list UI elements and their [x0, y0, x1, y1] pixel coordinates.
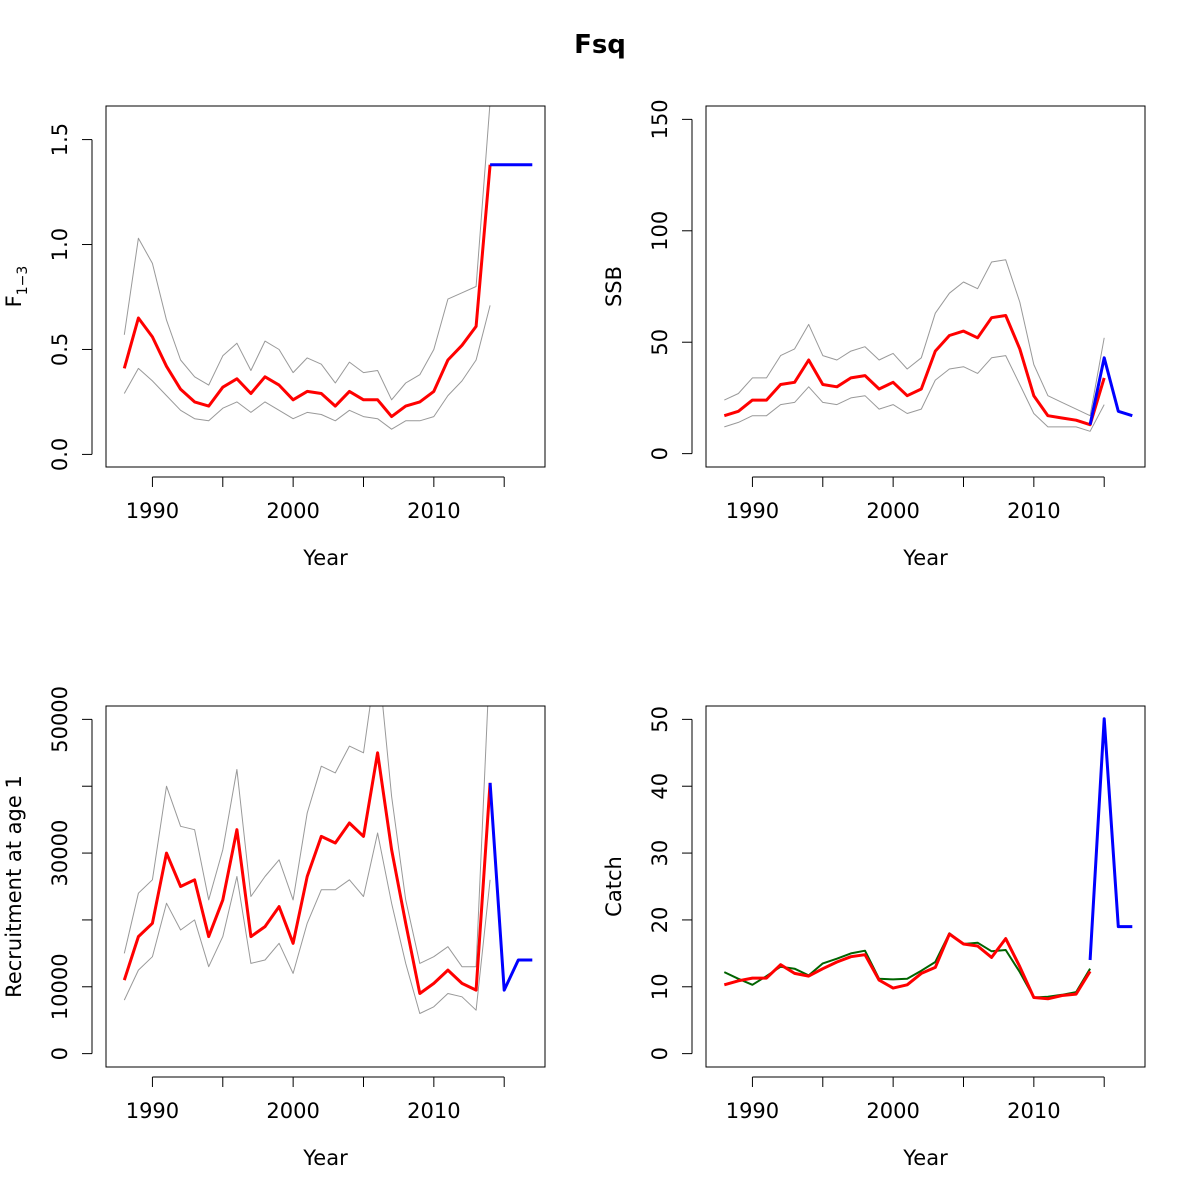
y-axis-label-subscript: 1−3 [15, 266, 31, 296]
x-tick-label: 2000 [866, 499, 919, 523]
x-tick-label: 1990 [726, 1099, 779, 1123]
y-tick-label: 0.0 [48, 438, 72, 471]
y-tick-label: 0.5 [48, 333, 72, 366]
y-tick-label: 150 [648, 99, 672, 139]
x-tick-label: 2000 [866, 1099, 919, 1123]
plot-area [723, 259, 1133, 432]
x-axis-label: Year [902, 1146, 948, 1170]
plot-frame [105, 705, 546, 1068]
y-tick-label: 50000 [48, 686, 72, 753]
y-tick-label: 30 [648, 840, 672, 867]
x-tick-label: 2010 [1007, 499, 1060, 523]
y-axis-label: SSB [602, 266, 626, 307]
plot-frame [705, 705, 1146, 1068]
x-tick-label: 1990 [126, 499, 179, 523]
y-tick-label: 30000 [48, 820, 72, 887]
series-projection-line [1088, 717, 1133, 961]
plot-frame [105, 105, 546, 468]
y-axis-label: F1−3 [2, 266, 31, 308]
y-tick-label: 10000 [48, 953, 72, 1020]
x-tick-label: 2000 [266, 499, 319, 523]
series-estimate-line [122, 751, 492, 995]
y-axis-label: Catch [602, 856, 626, 917]
plot-area [122, 706, 533, 1014]
x-tick-label: 2010 [407, 1099, 460, 1123]
x-axis-label: Year [902, 546, 948, 570]
x-tick-label: 2000 [266, 1099, 319, 1123]
x-tick-label: 1990 [126, 1099, 179, 1123]
series-upper-line [123, 706, 489, 968]
x-tick-label: 1990 [726, 499, 779, 523]
series-estimate-line [723, 932, 1092, 1001]
panel-f: 1990 2000 2010 Year 0.0 0.5 1.0 1.5 F1−3 [2, 105, 546, 570]
series-upper-line [724, 259, 1105, 417]
series-estimate-line [122, 164, 492, 419]
y-tick-label: 1.0 [48, 228, 72, 261]
y-tick-label: 0 [648, 1047, 672, 1060]
x-tick-label: 2010 [1007, 1099, 1060, 1123]
x-axis-label: Year [302, 546, 348, 570]
x-tick-label: 2010 [407, 499, 460, 523]
x-axis-label: Year [302, 1146, 348, 1170]
series-projection-line [1088, 356, 1133, 426]
y-tick-label: 1.5 [48, 123, 72, 156]
y-tick-label: 50 [648, 706, 672, 733]
series-upper-line [123, 106, 491, 401]
y-tick-label: 100 [648, 211, 672, 251]
series-projection-line [488, 782, 533, 992]
y-axis-label: Recruitment at age 1 [2, 775, 26, 998]
plot-area [723, 717, 1133, 1001]
y-tick-label: 40 [648, 773, 672, 800]
series-lower-line [724, 355, 1105, 432]
y-tick-label: 50 [648, 329, 672, 356]
series-lower-line [123, 832, 491, 1014]
panel-rec: 1990 2000 2010 Year 0 10000 30000 50000 Recruitm… [2, 686, 546, 1170]
panel-ssb: 1990 2000 2010 Year 0 50 100 150 SSB [602, 99, 1146, 570]
series-lower-line [123, 305, 491, 430]
y-tick-label: 10 [648, 973, 672, 1000]
series-estimate-line [723, 314, 1106, 427]
plot-area [122, 106, 533, 430]
figure-title: Fsq [574, 30, 626, 60]
plot-frame [705, 105, 1146, 468]
y-tick-label: 0 [48, 1047, 72, 1060]
y-tick-label: 20 [648, 907, 672, 934]
panel-catch: 1990 2000 2010 Year 0 10 20 30 40 50 Catch [602, 705, 1146, 1170]
y-tick-label: 0 [648, 447, 672, 460]
